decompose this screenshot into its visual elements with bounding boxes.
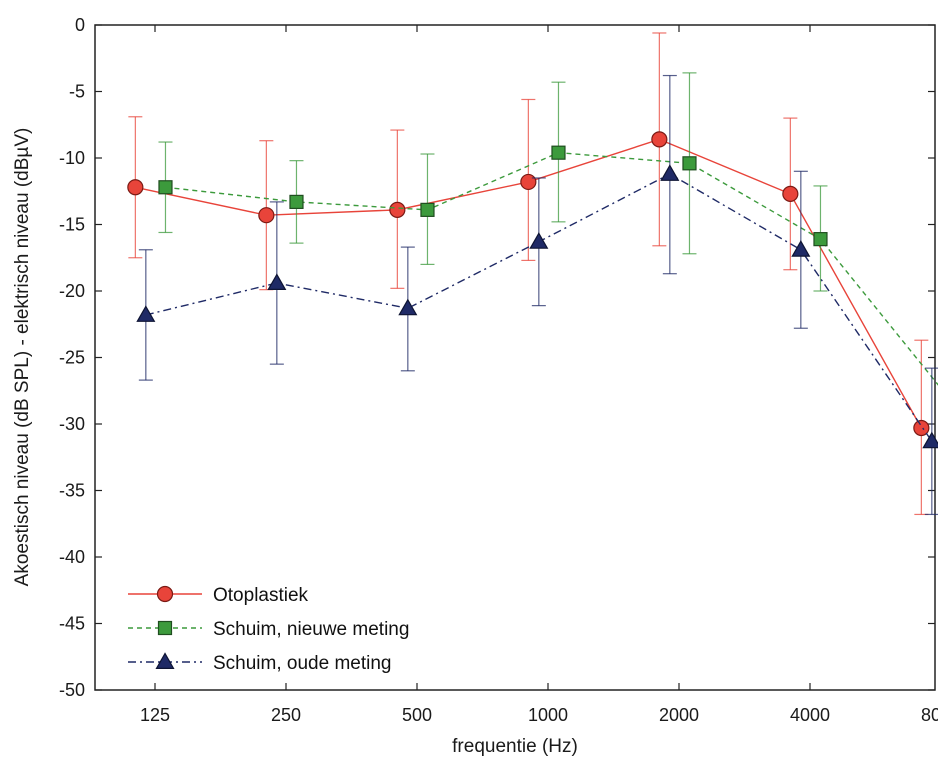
y-tick-label: -30 [59, 414, 85, 434]
data-point [913, 419, 930, 437]
series-square [158, 72, 938, 386]
data-point [922, 431, 938, 449]
x-tick-label: 125 [140, 705, 170, 725]
y-tick-label: -10 [59, 148, 85, 168]
data-point [813, 232, 828, 247]
x-axis: 125 250 500 1000 2000 4000 8000 [140, 25, 938, 725]
x-tick-label: 8000 [921, 705, 938, 725]
data-point [529, 232, 549, 249]
data-point [782, 185, 799, 203]
series-layer [127, 32, 938, 516]
data-point [267, 273, 287, 290]
data-point [660, 164, 680, 181]
x-tick-label: 2000 [659, 705, 699, 725]
x-axis-label: frequentie (Hz) [452, 736, 578, 757]
data-point [682, 156, 697, 171]
y-tick-label: -20 [59, 281, 85, 301]
y-axis-label: Akoestisch niveau (dB SPL) - elektrisch … [12, 128, 33, 587]
data-point [127, 179, 144, 196]
data-point [389, 201, 406, 218]
y-tick-label: -25 [59, 348, 85, 368]
y-tick-label: -45 [59, 614, 85, 634]
legend-label: Schuim, nieuwe meting [213, 619, 409, 640]
legend-marker [157, 620, 173, 636]
legend-marker [156, 585, 174, 603]
data-point [289, 194, 304, 209]
data-point [158, 180, 173, 195]
y-tick-label: 0 [75, 15, 85, 35]
y-tick-label: -5 [69, 82, 85, 102]
data-point [551, 145, 566, 160]
legend: Otoplastiek Schuim, nieuwe meting Schuim, … [128, 585, 409, 674]
x-tick-label: 250 [271, 705, 301, 725]
y-tick-label: -50 [59, 680, 85, 700]
data-point [520, 173, 537, 191]
data-point [136, 305, 156, 322]
x-tick-label: 500 [402, 705, 432, 725]
y-tick-label: -15 [59, 215, 85, 235]
series-triangle [136, 74, 938, 516]
x-tick-label: 1000 [528, 705, 568, 725]
x-tick-label: 4000 [790, 705, 830, 725]
data-point [420, 202, 435, 217]
y-tick-label: -35 [59, 481, 85, 501]
data-point [398, 298, 418, 316]
y-axis: 0 -5 -10 -15 -20 -25 -30 -35 -40 -45 -50 [59, 15, 935, 700]
legend-label: Otoplastiek [213, 585, 309, 606]
data-point [651, 131, 668, 148]
data-point [791, 240, 811, 257]
plot-area [94, 24, 936, 691]
series-circle [127, 32, 930, 516]
legend-label: Schuim, oude meting [213, 653, 392, 674]
y-tick-label: -40 [59, 547, 85, 567]
data-point [258, 207, 275, 224]
legend-marker [155, 652, 175, 669]
